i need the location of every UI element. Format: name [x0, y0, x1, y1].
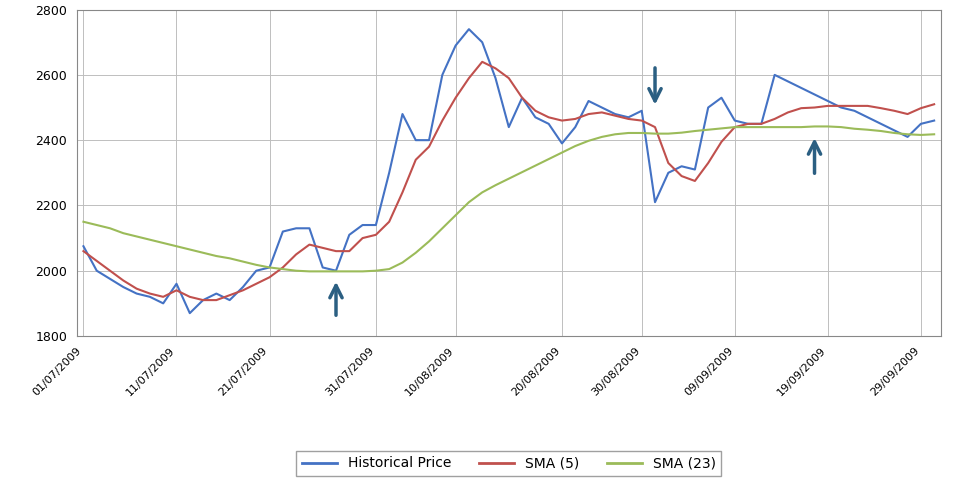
Legend: Historical Price, SMA (5), SMA (23): Historical Price, SMA (5), SMA (23)	[297, 451, 721, 476]
